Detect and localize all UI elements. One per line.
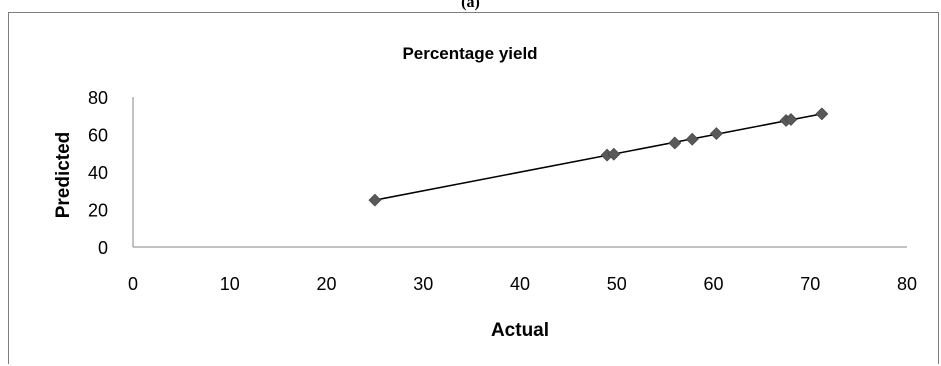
chart-frame [8,12,939,364]
trendline-group [374,113,823,201]
x-tick-label: 80 [897,274,917,294]
y-tick-label: 20 [88,201,108,221]
data-point [815,107,829,121]
y-tick-label: 80 [88,88,108,108]
data-point [709,127,723,140]
x-tick-label: 10 [220,274,240,294]
x-tick-label: 70 [800,274,820,294]
x-tick-label: 50 [607,274,627,294]
trendline [374,113,823,201]
y-axis-title: Predicted [53,132,74,219]
y-tick-label: 0 [98,238,108,258]
data-points [368,107,829,207]
y-tick-label: 60 [88,126,108,146]
data-point [685,132,699,146]
data-point [784,113,798,126]
figure-label: (a) [461,0,480,11]
x-tick-label: 0 [128,274,138,294]
data-point [607,147,621,161]
x-axis-title: Actual [491,320,549,341]
x-tick-label: 40 [510,274,530,294]
tick-labels: 0 10 20 30 40 50 60 70 80 0 20 40 60 80 [88,88,917,294]
x-tick-label: 20 [316,274,336,294]
chart-title: Percentage yield [402,44,537,63]
data-point [368,193,382,207]
x-tick-label: 30 [413,274,433,294]
data-point [668,136,682,150]
y-tick-label: 40 [88,163,108,183]
x-tick-label: 60 [703,274,723,294]
axes [132,97,907,248]
